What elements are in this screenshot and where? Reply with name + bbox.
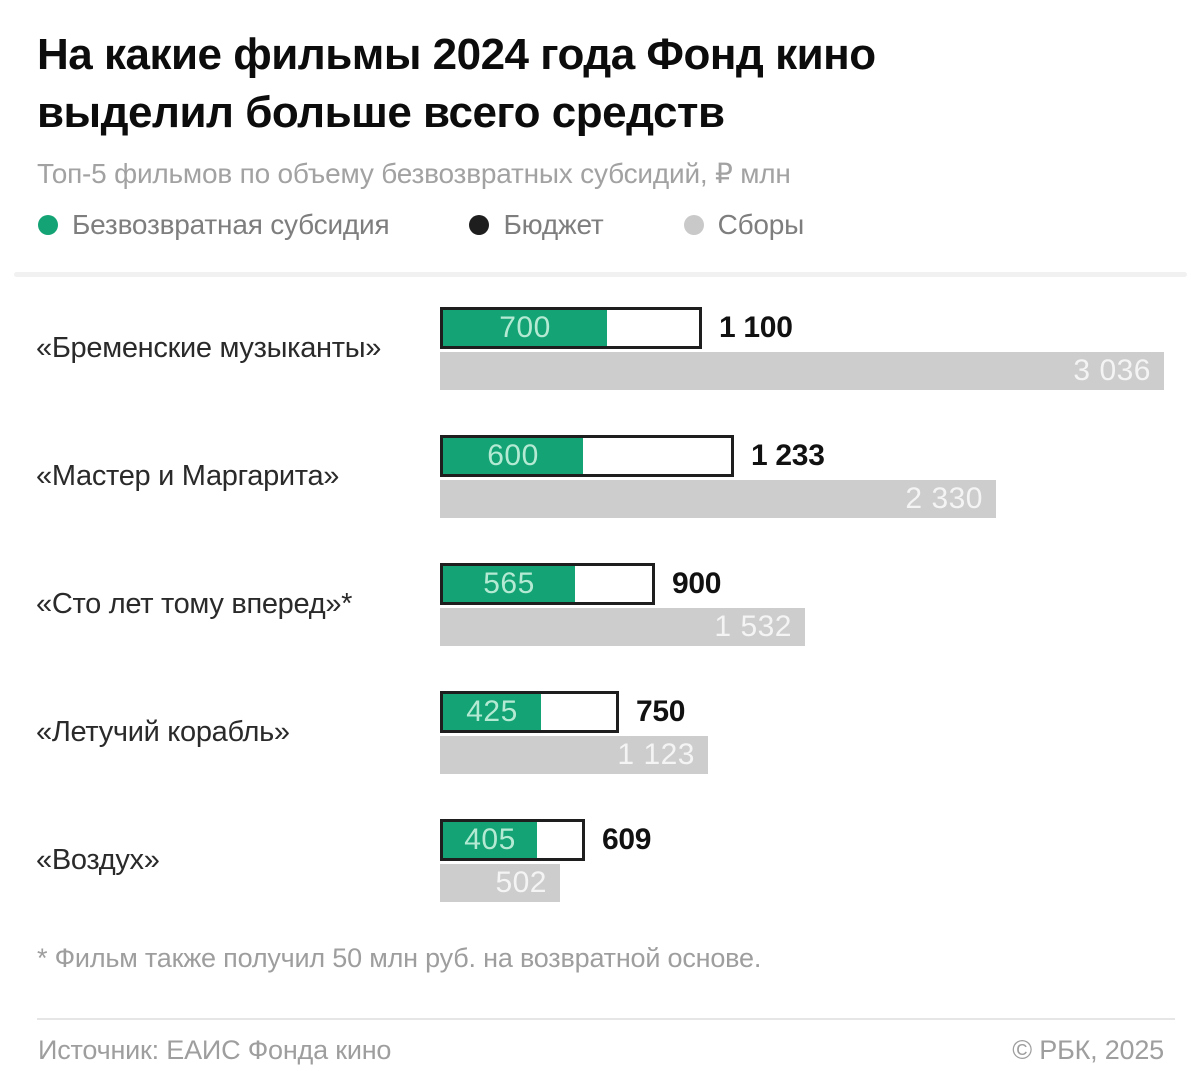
- subsidy-bar: 565: [443, 566, 575, 602]
- budget-value-label: 900: [672, 567, 722, 600]
- budget-bar: 565: [440, 563, 655, 605]
- bar-group: 405 609 502: [440, 819, 1200, 902]
- budget-bar: 600: [440, 435, 734, 477]
- legend-label: Бюджет: [503, 209, 604, 240]
- bar-group: 425 750 1 123: [440, 691, 1200, 774]
- subsidy-dot-icon: [38, 215, 58, 235]
- fees-value-label: 1 532: [714, 610, 792, 643]
- film-label: «Мастер и Маргарита»: [36, 460, 340, 492]
- subsidy-value-label: 700: [499, 311, 551, 344]
- source-label: Источник: ЕАИС Фонда кино: [38, 1035, 392, 1065]
- footer-divider: [37, 1018, 1175, 1020]
- film-label: «Воздух»: [36, 844, 160, 876]
- budget-bar: 405: [440, 819, 585, 861]
- budget-dot-icon: [469, 215, 490, 235]
- fees-bar: 2 330: [440, 480, 996, 518]
- budget-value-label: 609: [602, 823, 652, 856]
- legend-item-fees: Сборы: [683, 209, 805, 241]
- bar-group: 565 900 1 532: [440, 563, 1200, 646]
- bar-group: 700 1 100 3 036: [440, 307, 1200, 390]
- chart-legend: Безвозвратная субсидия Бюджет Сборы: [38, 209, 804, 241]
- chart-footnote: * Фильм также получил 50 млн руб. на воз…: [37, 943, 762, 973]
- title-line-1: На какие фильмы 2024 года Фонд кино: [37, 30, 876, 79]
- subsidy-bar: 405: [443, 822, 537, 858]
- chart-row: «Летучий корабль» 425 750 1 123: [0, 691, 1201, 774]
- chart-subtitle: Топ-5 фильмов по объему безвозвратных су…: [37, 158, 791, 189]
- film-label: «Сто лет тому вперед»*: [36, 588, 353, 620]
- chart-row: «Бременские музыканты» 700 1 100 3 036: [0, 307, 1201, 390]
- fees-bar: 3 036: [440, 352, 1164, 390]
- fees-dot-icon: [683, 215, 704, 235]
- subsidy-bar: 600: [443, 438, 583, 474]
- top-divider-strip: [14, 272, 1187, 277]
- fees-bar: 1 123: [440, 736, 708, 774]
- budget-bar: 425: [440, 691, 619, 733]
- fees-bar: 1 532: [440, 608, 805, 646]
- page-title: На какие фильмы 2024 года Фонд кино выде…: [37, 26, 1117, 142]
- chart-row: «Мастер и Маргарита» 600 1 233 2 330: [0, 435, 1201, 518]
- copyright-label: © РБК, 2025: [1012, 1035, 1164, 1065]
- budget-value-label: 1 100: [719, 311, 793, 344]
- chart-row: «Воздух» 405 609 502: [0, 819, 1201, 902]
- subsidy-value-label: 405: [464, 823, 516, 856]
- footer: Источник: ЕАИС Фонда кино © РБК, 2025: [38, 1035, 1164, 1066]
- fees-value-label: 3 036: [1073, 354, 1151, 387]
- subsidy-bar: 700: [443, 310, 607, 346]
- title-line-2: выделил больше всего средств: [37, 88, 725, 137]
- film-label: «Летучий корабль»: [36, 716, 290, 748]
- chart-row: «Сто лет тому вперед»* 565 900 1 532: [0, 563, 1201, 646]
- legend-item-subsidy: Безвозвратная субсидия: [38, 209, 390, 241]
- legend-label: Безвозвратная субсидия: [72, 209, 390, 240]
- subsidy-bar: 425: [443, 694, 541, 730]
- legend-item-budget: Бюджет: [469, 209, 604, 241]
- subsidy-value-label: 425: [466, 695, 518, 728]
- budget-value-label: 1 233: [751, 439, 825, 472]
- fees-value-label: 1 123: [617, 738, 695, 771]
- fees-value-label: 502: [495, 866, 547, 899]
- film-label: «Бременские музыканты»: [36, 332, 382, 364]
- bar-group: 600 1 233 2 330: [440, 435, 1200, 518]
- legend-label: Сборы: [717, 209, 805, 240]
- budget-value-label: 750: [636, 695, 686, 728]
- budget-bar: 700: [440, 307, 702, 349]
- subsidy-value-label: 565: [483, 567, 535, 600]
- subsidy-value-label: 600: [487, 439, 539, 472]
- fees-bar: 502: [440, 864, 560, 902]
- fees-value-label: 2 330: [905, 482, 983, 515]
